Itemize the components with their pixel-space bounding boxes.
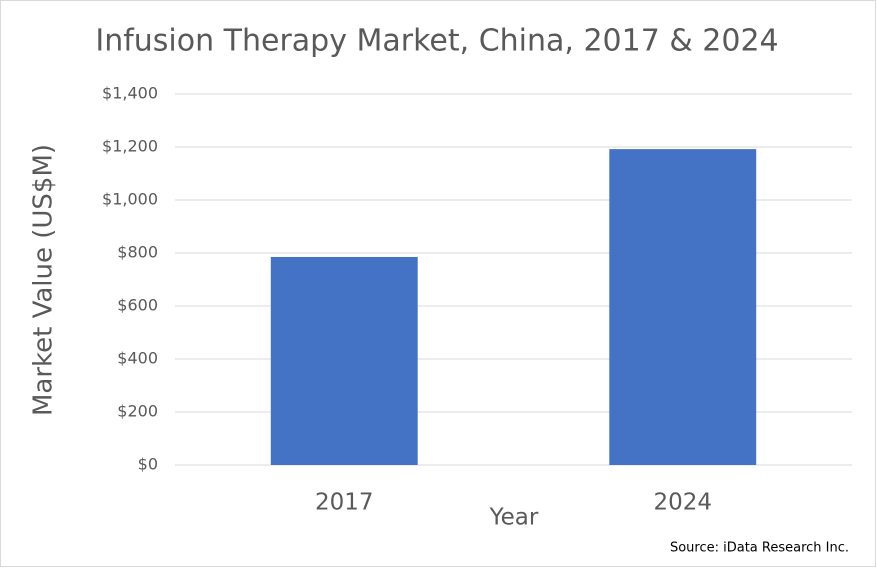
y-tick-label: $1,000 (102, 190, 158, 209)
y-axis-label: Market Value (US$M) (29, 144, 59, 416)
y-tick-label: $1,200 (102, 137, 158, 156)
y-tick-label: $600 (117, 296, 158, 315)
y-tick-label: $400 (117, 349, 158, 368)
y-tick-label: $200 (117, 402, 158, 421)
y-tick-label: $0 (138, 455, 158, 474)
chart-title: Infusion Therapy Market, China, 2017 & 2… (95, 24, 778, 59)
source-note: Source: iData Research Inc. (670, 541, 849, 556)
x-axis-label: Year (489, 505, 539, 531)
bar (270, 256, 418, 465)
x-tick-label: 2017 (315, 490, 374, 516)
y-tick-label: $800 (117, 243, 158, 262)
x-tick-label: 2024 (653, 490, 712, 516)
bar (609, 149, 757, 465)
y-tick-label: $1,400 (102, 84, 158, 103)
